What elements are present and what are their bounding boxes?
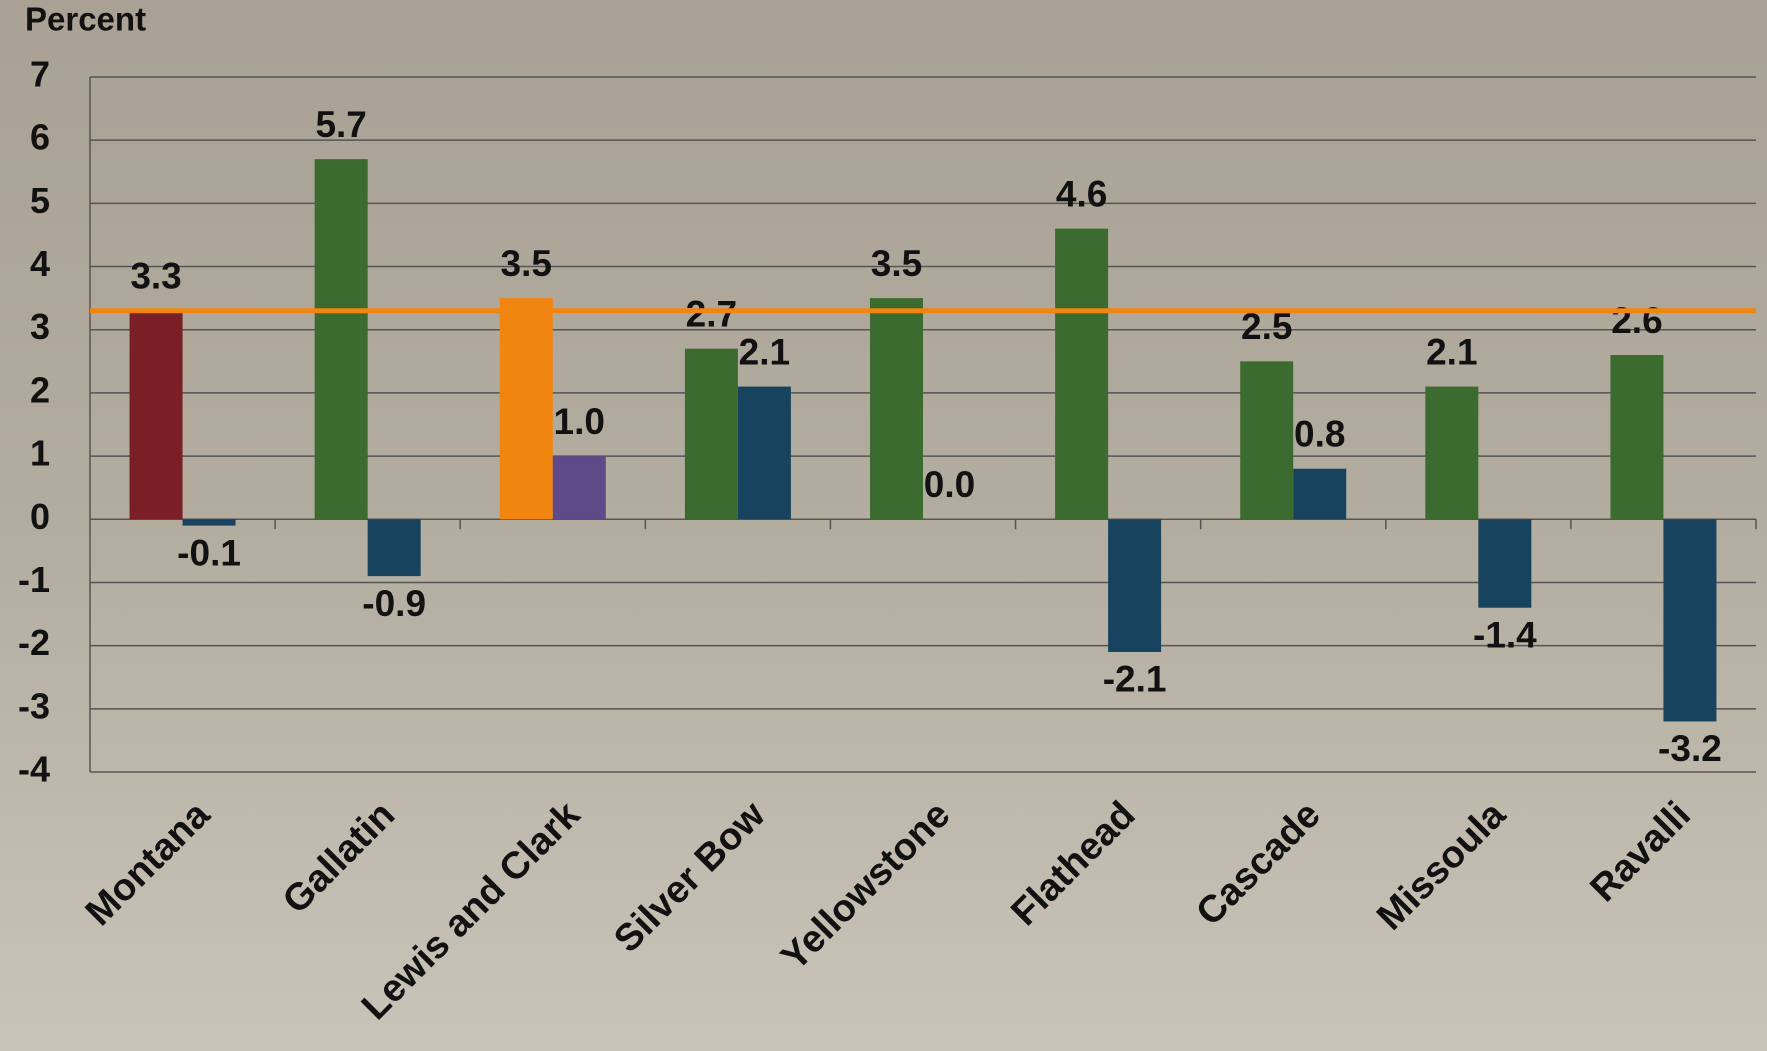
data-label: 0.8: [1294, 414, 1345, 455]
data-label: 5.7: [315, 104, 366, 145]
data-label: -3.2: [1658, 728, 1722, 769]
bar: [1663, 519, 1717, 722]
data-label: 2.7: [686, 293, 737, 334]
bar: [129, 310, 183, 520]
bar: [499, 298, 553, 520]
y-tick-label: 7: [30, 54, 50, 95]
y-tick-label: 3: [30, 306, 50, 347]
bar: [1108, 519, 1162, 652]
y-tick-label: -3: [18, 685, 50, 726]
bar: [1478, 519, 1532, 608]
bar: [182, 519, 236, 526]
data-label: 3.5: [501, 243, 552, 284]
y-tick-label: 6: [30, 117, 50, 158]
data-label: 4.6: [1056, 173, 1107, 214]
data-label: 2.6: [1611, 300, 1662, 341]
bar: [1610, 355, 1664, 520]
bar: [552, 456, 606, 520]
bar: [314, 159, 368, 520]
data-label: -2.1: [1103, 659, 1167, 700]
data-label: 3.3: [130, 256, 181, 297]
data-label: 1.0: [554, 401, 605, 442]
y-tick-label: 0: [30, 496, 50, 537]
y-tick-label: 2: [30, 369, 50, 410]
data-label: 3.5: [871, 243, 922, 284]
bar: [1293, 468, 1347, 520]
data-label: -0.9: [362, 583, 426, 624]
data-label: -0.1: [177, 532, 241, 573]
y-tick-label: 4: [30, 243, 50, 284]
y-tick-label: 1: [30, 433, 50, 474]
bar: [1425, 386, 1479, 520]
y-axis-label: Percent: [25, 1, 146, 38]
y-tick-label: -2: [18, 622, 50, 663]
bar: [367, 519, 421, 577]
bar: [1240, 361, 1294, 520]
bar: [870, 298, 923, 520]
bar: [737, 386, 791, 520]
bar: [684, 348, 738, 520]
data-label: -1.4: [1473, 615, 1537, 656]
data-label: 2.1: [739, 331, 790, 372]
data-label: 0.0: [924, 464, 975, 505]
y-tick-label: -1: [18, 559, 50, 600]
y-tick-label: -4: [18, 749, 50, 790]
data-label: 2.1: [1426, 331, 1477, 372]
y-tick-label: 5: [30, 180, 50, 221]
bar: [1055, 228, 1109, 520]
